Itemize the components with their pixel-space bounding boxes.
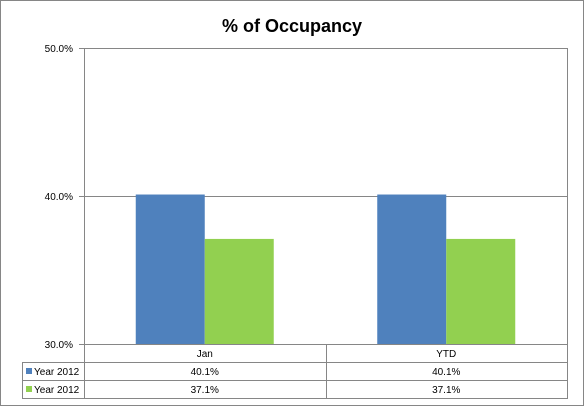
y-tick-label: 50.0% [45,44,73,55]
data-table: Jan YTD Year 2012 40.1% 40.1% Year 2012 37.1% 3… [22,344,568,399]
axes [79,48,568,345]
y-tick-label: 40.0% [45,192,73,203]
series-name: Year 2012 [34,367,80,378]
chart-title: % of Occupancy [222,16,362,36]
category-label: YTD [436,349,456,360]
legend-key [26,386,32,392]
y-axis-tick-labels: 30.0% 40.0% 50.0% [45,44,73,351]
bars [135,194,516,344]
bar [446,238,516,344]
bar [135,194,205,344]
data-label: 40.1% [432,367,460,378]
series-name: Year 2012 [34,385,80,396]
data-label: 37.1% [191,385,219,396]
bar [377,194,447,344]
legend-key [26,368,32,374]
category-label: Jan [197,349,213,360]
data-label: 37.1% [432,385,460,396]
data-label: 40.1% [191,367,219,378]
bar [204,238,274,344]
y-tick-label: 30.0% [45,340,73,351]
